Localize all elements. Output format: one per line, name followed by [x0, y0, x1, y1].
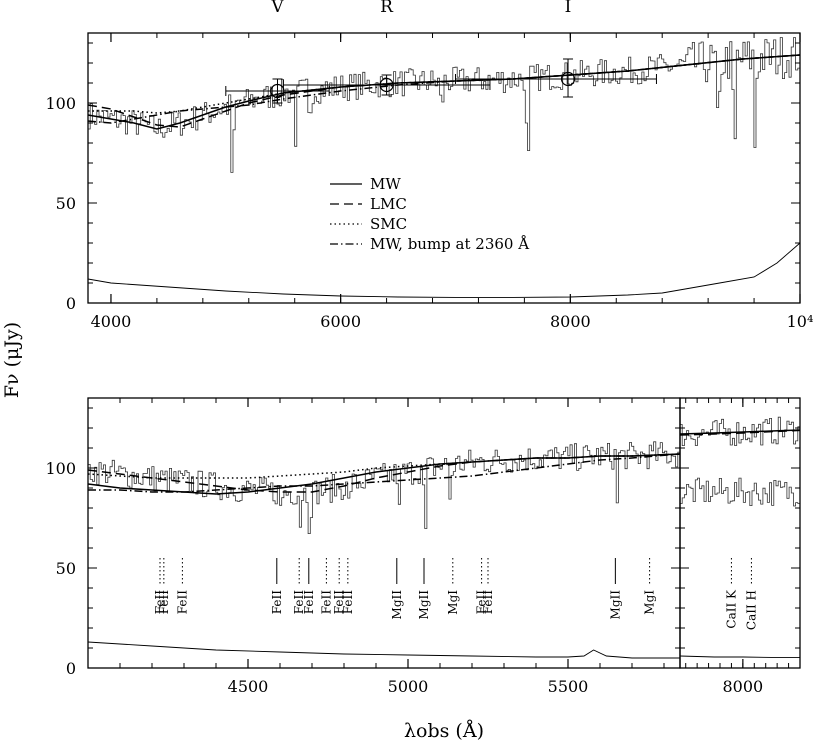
line-id-label: MgI	[643, 590, 657, 615]
bottom-right-panel: CaII K CaII H 8000	[679, 397, 801, 696]
legend: MW LMC SMC MW, bump at 2360 Å	[330, 175, 529, 253]
line-id-label: FeII	[153, 590, 167, 615]
spectrum-trace	[680, 416, 801, 446]
model-curve-error	[87, 641, 680, 659]
spectrum-trace-secondary	[680, 477, 801, 507]
line-id-label: FeII	[475, 590, 489, 615]
model-curves	[87, 453, 681, 659]
legend-label: SMC	[370, 215, 407, 233]
y-tick-label: 50	[56, 559, 76, 578]
line-id-label: FeII	[302, 590, 316, 615]
x-tick-label: 10⁴	[787, 312, 814, 331]
bottom-right-axes: 8000	[679, 397, 801, 696]
photometry-point-V	[270, 83, 285, 99]
line-id-label: MgII	[417, 590, 431, 620]
legend-label: MW, bump at 2360 Å	[370, 235, 529, 253]
line-id-label: CaII H	[744, 590, 758, 630]
y-tick-label: 100	[45, 94, 76, 113]
y-tick-label: 0	[66, 294, 76, 313]
x-tick-label: 6000	[320, 312, 361, 331]
model-curve-dotted	[88, 54, 801, 114]
plot-frame	[87, 397, 681, 669]
x-tick-label: 5500	[548, 677, 589, 696]
line-id-label: MgI	[446, 590, 460, 615]
top-panel: V R I MW LMC SMC MW, bump at 2360 Å 4000 6000 8…	[45, 0, 813, 331]
model-curves	[679, 429, 801, 658]
model-curve-solid	[87, 453, 681, 495]
model-curve-dotted	[87, 453, 681, 479]
photometry-point-R	[379, 77, 394, 93]
top-axes: 4000 6000 8000 10⁴ 0 50 100	[45, 32, 814, 331]
x-tick-label: 4500	[228, 677, 269, 696]
x-axis-title: λobs (Å)	[404, 720, 484, 742]
x-tick-label: 8000	[722, 677, 763, 696]
spectrum-trace	[88, 441, 681, 534]
observed-spectrum	[88, 441, 681, 534]
spectrum-trace	[88, 35, 801, 173]
line-id-label: FeII	[270, 590, 284, 615]
x-tick-label: 8000	[550, 312, 591, 331]
line-id-label: MgII	[608, 590, 622, 620]
model-curve-error	[679, 655, 800, 658]
line-id-label: FeII	[332, 590, 346, 615]
x-tick-label: 4000	[91, 312, 132, 331]
model-curve-dashdot	[88, 453, 681, 493]
model-curve-dashdot	[87, 54, 801, 124]
y-tick-label: 0	[66, 659, 76, 678]
band-label: V	[270, 0, 284, 17]
model-curve-error	[87, 242, 801, 298]
line-id-label: FeII	[341, 590, 355, 615]
y-tick-label: 100	[45, 459, 76, 478]
line-id-label: FeII	[175, 590, 189, 615]
y-axis-title: Fν (μJy)	[1, 322, 23, 398]
line-id-label: FeII	[292, 590, 306, 615]
line-id-label: CaII K	[724, 589, 738, 629]
y-tick-label: 50	[56, 194, 76, 213]
photometry-points	[225, 58, 657, 104]
plot-frame	[679, 397, 801, 669]
band-label: I	[565, 0, 572, 17]
model-curve-dashed	[679, 429, 801, 436]
model-curve-dashed	[87, 453, 681, 493]
legend-label: LMC	[370, 195, 407, 213]
bottom-left-axes: 4500 5000 5500 0 50 100	[45, 397, 681, 696]
observed-spectrum	[680, 416, 801, 507]
observed-spectrum	[88, 35, 801, 173]
plot-frame	[87, 32, 801, 304]
line-id-label: FeII	[319, 590, 333, 615]
line-id-label: MgII	[390, 590, 404, 620]
photometry-point-I	[560, 71, 576, 87]
line-id-label: FeII	[481, 590, 495, 615]
band-label: R	[380, 0, 394, 17]
line-id-label: FeII	[157, 590, 171, 615]
line-identifications: CaII K CaII H	[724, 558, 758, 630]
legend-label: MW	[370, 175, 401, 193]
x-tick-label: 5000	[388, 677, 429, 696]
